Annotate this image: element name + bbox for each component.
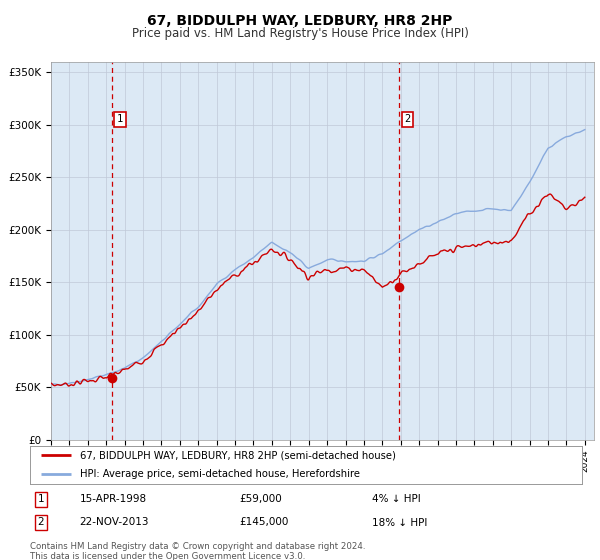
Text: 22-NOV-2013: 22-NOV-2013	[80, 517, 149, 528]
Text: 4% ↓ HPI: 4% ↓ HPI	[372, 494, 421, 505]
Text: 67, BIDDULPH WAY, LEDBURY, HR8 2HP (semi-detached house): 67, BIDDULPH WAY, LEDBURY, HR8 2HP (semi…	[80, 450, 395, 460]
Text: Contains HM Land Registry data © Crown copyright and database right 2024.
This d: Contains HM Land Registry data © Crown c…	[30, 542, 365, 560]
Text: £145,000: £145,000	[240, 517, 289, 528]
Text: 1: 1	[117, 114, 124, 124]
Text: 18% ↓ HPI: 18% ↓ HPI	[372, 517, 428, 528]
Text: 1: 1	[38, 494, 44, 505]
Text: £59,000: £59,000	[240, 494, 283, 505]
Text: HPI: Average price, semi-detached house, Herefordshire: HPI: Average price, semi-detached house,…	[80, 469, 359, 479]
Text: 15-APR-1998: 15-APR-1998	[80, 494, 147, 505]
Text: 2: 2	[38, 517, 44, 528]
Text: 2: 2	[404, 114, 410, 124]
Text: 67, BIDDULPH WAY, LEDBURY, HR8 2HP: 67, BIDDULPH WAY, LEDBURY, HR8 2HP	[148, 14, 452, 28]
Text: Price paid vs. HM Land Registry's House Price Index (HPI): Price paid vs. HM Land Registry's House …	[131, 27, 469, 40]
